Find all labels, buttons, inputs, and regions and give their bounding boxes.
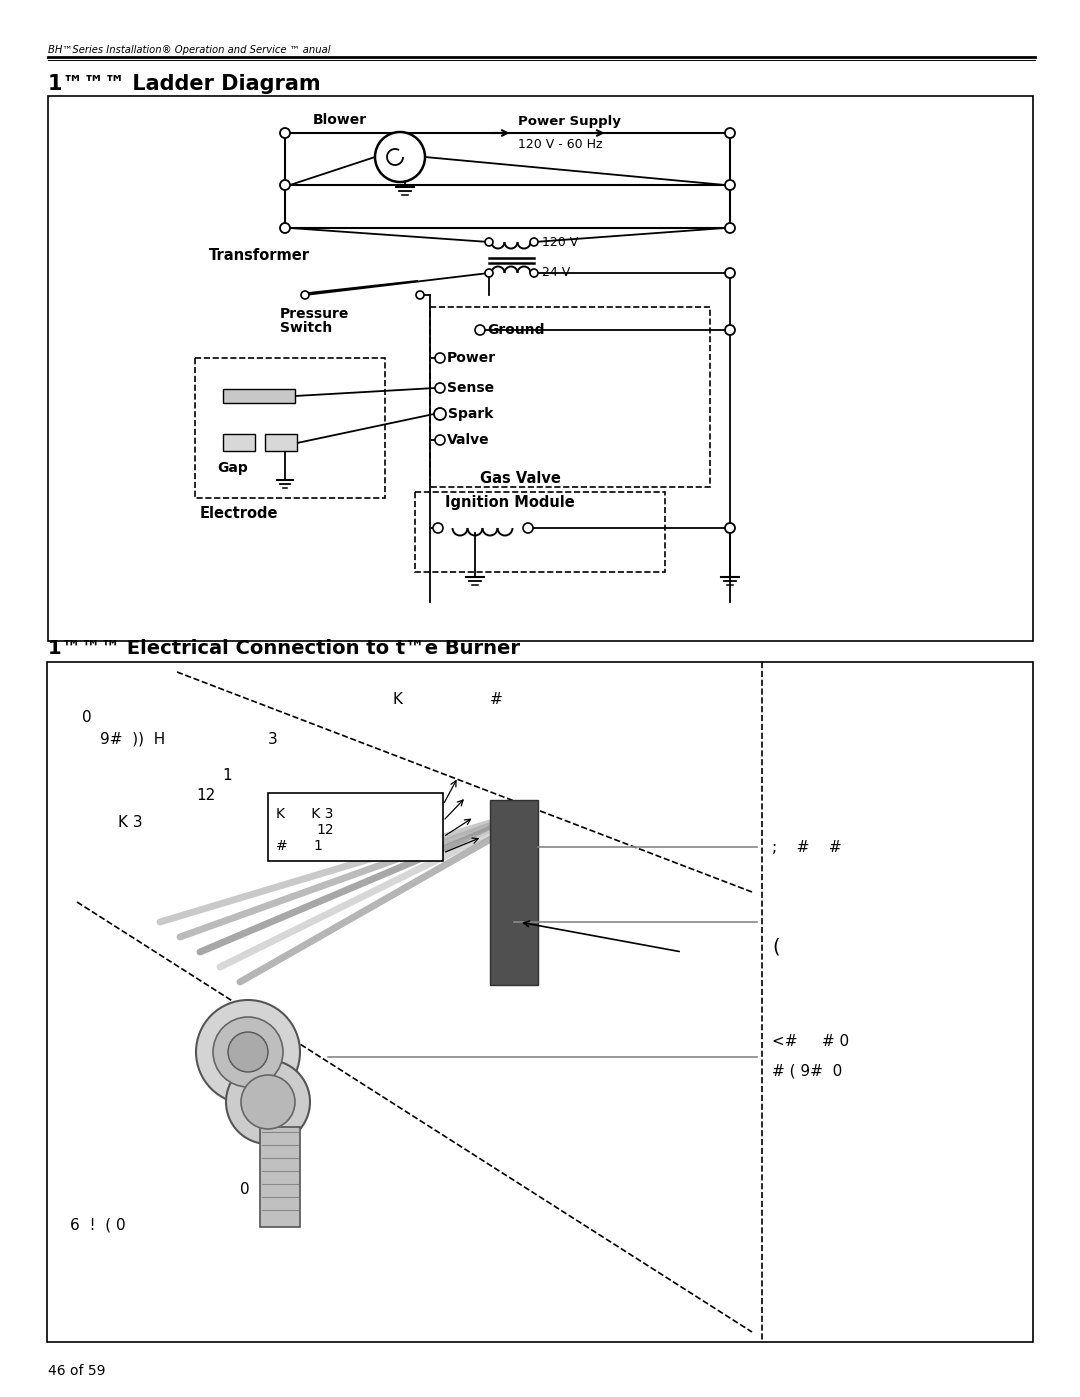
Circle shape	[195, 1000, 300, 1104]
Circle shape	[485, 270, 492, 277]
Bar	[260, 1127, 300, 1227]
Text: Gap: Gap	[217, 461, 247, 475]
Text: 0: 0	[82, 710, 92, 725]
Circle shape	[435, 434, 445, 446]
Text: Sense: Sense	[447, 381, 495, 395]
Bar	[490, 800, 538, 985]
Text: Electrode: Electrode	[200, 506, 279, 521]
Circle shape	[725, 268, 735, 278]
Text: 0     #: 0 #	[240, 1182, 287, 1197]
Bar	[48, 662, 1032, 1343]
Text: 24 V: 24 V	[542, 267, 570, 279]
Circle shape	[523, 522, 534, 534]
Text: K 3: K 3	[118, 814, 143, 830]
Circle shape	[725, 129, 735, 138]
Text: Ground: Ground	[487, 323, 544, 337]
Text: 1: 1	[222, 768, 231, 782]
Circle shape	[280, 180, 291, 190]
Text: 3: 3	[268, 732, 278, 747]
Circle shape	[375, 131, 426, 182]
Text: 46 of 59: 46 of 59	[48, 1363, 106, 1377]
Text: #      1: # 1	[276, 840, 323, 854]
Text: Gas Valve: Gas Valve	[480, 471, 561, 486]
Circle shape	[725, 326, 735, 335]
Text: Transformer: Transformer	[210, 249, 310, 264]
Circle shape	[226, 1060, 310, 1144]
Text: Blower: Blower	[313, 113, 367, 127]
Bar	[222, 388, 295, 402]
Text: #: #	[490, 692, 503, 707]
Circle shape	[475, 326, 485, 335]
Text: K      K 3: K K 3	[276, 807, 334, 821]
Circle shape	[725, 522, 735, 534]
Circle shape	[725, 180, 735, 190]
Text: 120 V: 120 V	[542, 236, 578, 249]
Text: BH™Series Installation® Operation and Service ™ anual: BH™Series Installation® Operation and Se…	[48, 45, 330, 54]
Circle shape	[280, 129, 291, 138]
Text: 1™™™ Ladder Diagram: 1™™™ Ladder Diagram	[48, 74, 321, 94]
Bar	[195, 358, 384, 497]
Text: Power: Power	[447, 351, 496, 365]
Text: Switch: Switch	[280, 321, 333, 335]
Text: Ignition Module: Ignition Module	[445, 495, 575, 510]
Circle shape	[435, 353, 445, 363]
Text: 12: 12	[195, 788, 215, 803]
Text: ;    #    #: ; # #	[772, 840, 841, 855]
Circle shape	[485, 237, 492, 246]
Bar	[48, 96, 1032, 641]
Text: 6  !  ( 0: 6 ! ( 0	[70, 1218, 125, 1234]
Text: 9#  ))  H: 9# )) H	[100, 732, 165, 747]
Bar	[415, 492, 665, 571]
Circle shape	[433, 522, 443, 534]
Circle shape	[434, 408, 446, 420]
Circle shape	[213, 1017, 283, 1087]
Bar	[265, 434, 297, 451]
Circle shape	[530, 237, 538, 246]
Text: K: K	[392, 692, 402, 707]
Text: (: (	[772, 937, 780, 957]
Text: Valve: Valve	[447, 433, 489, 447]
Circle shape	[435, 383, 445, 393]
Bar	[268, 793, 443, 861]
Text: 12: 12	[316, 823, 334, 837]
Circle shape	[280, 224, 291, 233]
Text: Spark: Spark	[448, 407, 494, 420]
Text: Power Supply: Power Supply	[517, 115, 620, 129]
Text: 120 V - 60 Hz: 120 V - 60 Hz	[517, 138, 602, 151]
Text: 1™™™ Electrical Connection to t™e Burner: 1™™™ Electrical Connection to t™e Burner	[48, 638, 519, 658]
Circle shape	[530, 270, 538, 277]
Circle shape	[228, 1032, 268, 1071]
Circle shape	[301, 291, 309, 299]
Circle shape	[416, 291, 424, 299]
Bar	[222, 434, 255, 451]
Bar	[430, 307, 710, 488]
Circle shape	[725, 224, 735, 233]
Text: # ( 9#  0: # ( 9# 0	[772, 1063, 842, 1078]
Text: Pressure: Pressure	[280, 307, 349, 321]
Text: <#     # 0: <# # 0	[772, 1034, 849, 1049]
Circle shape	[241, 1076, 295, 1129]
